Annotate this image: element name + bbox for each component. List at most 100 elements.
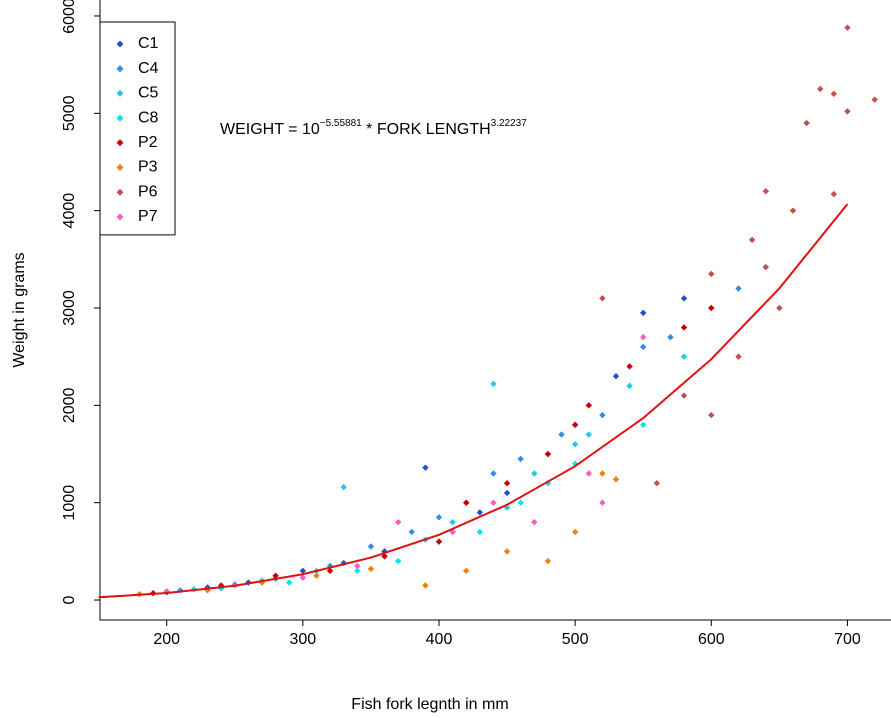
point	[313, 572, 320, 579]
point	[517, 455, 524, 463]
legend-marker	[116, 139, 124, 147]
point	[422, 464, 429, 471]
point	[571, 460, 579, 467]
point	[394, 557, 402, 565]
point	[558, 431, 565, 438]
point	[367, 543, 375, 550]
point	[272, 572, 279, 579]
point	[531, 470, 538, 477]
point	[217, 582, 225, 589]
point	[476, 528, 484, 536]
x-axis-label: Fish fork legnth in mm	[351, 696, 508, 713]
y-tick-label: 5000	[61, 95, 78, 131]
legend-label: P3	[138, 159, 158, 176]
point	[381, 553, 388, 560]
legend-box	[99, 21, 176, 236]
point	[599, 295, 606, 302]
point	[354, 562, 361, 570]
point	[449, 518, 456, 526]
legend-label: P6	[138, 183, 158, 200]
x-tick-label: 400	[426, 631, 453, 648]
point	[490, 499, 497, 506]
point	[531, 518, 538, 526]
point	[585, 470, 592, 477]
legend-marker	[116, 114, 124, 122]
point	[640, 334, 647, 341]
point	[871, 96, 878, 103]
point	[612, 476, 620, 483]
point	[667, 334, 674, 341]
point	[435, 538, 443, 545]
point	[680, 295, 688, 302]
x-tick-label: 500	[562, 631, 589, 648]
point	[680, 324, 688, 331]
point	[844, 108, 851, 115]
y-tick-label: 0	[61, 595, 78, 604]
point	[626, 382, 633, 390]
point	[653, 480, 661, 487]
point	[422, 582, 429, 589]
point	[367, 565, 375, 573]
point	[830, 190, 838, 198]
y-tick-label: 6000	[61, 0, 78, 34]
legend-label: P7	[138, 208, 158, 225]
point	[844, 24, 851, 31]
legend-label: C5	[138, 85, 159, 102]
point	[585, 402, 592, 409]
point	[476, 509, 484, 516]
point	[354, 567, 361, 575]
equation-exponent: 3.22237	[491, 118, 528, 129]
legend-marker	[116, 89, 124, 97]
point	[585, 431, 592, 438]
equation-exponent: −5.55881	[320, 118, 362, 129]
point	[599, 470, 606, 477]
point	[299, 574, 307, 581]
point	[708, 304, 715, 312]
y-tick-label: 1000	[61, 485, 78, 521]
legend-label: P2	[138, 134, 158, 151]
point	[286, 579, 293, 586]
point	[599, 499, 606, 506]
point	[394, 518, 402, 526]
legend-marker	[116, 40, 124, 48]
point	[571, 441, 579, 448]
point	[326, 567, 334, 575]
point	[326, 562, 334, 570]
point	[408, 528, 415, 536]
point	[612, 372, 620, 380]
y-tick-label: 3000	[61, 290, 78, 326]
point	[517, 499, 524, 506]
point	[735, 285, 742, 292]
point	[762, 263, 769, 271]
x-tick-label: 700	[834, 631, 861, 648]
point	[463, 499, 470, 506]
legend-label: C8	[138, 109, 159, 126]
y-tick-label: 4000	[61, 193, 78, 229]
point	[299, 567, 307, 575]
point	[817, 85, 824, 93]
legend-label: C1	[138, 35, 159, 52]
legend-marker	[116, 188, 124, 196]
point	[503, 548, 511, 555]
point	[544, 557, 552, 565]
x-tick-label: 600	[698, 631, 725, 648]
equation-text: WEIGHT = 10	[220, 121, 320, 138]
point	[571, 528, 579, 536]
equation-text: * FORK LENGTH	[362, 121, 491, 138]
point	[435, 514, 443, 521]
point	[830, 90, 838, 98]
x-tick-label: 200	[153, 631, 180, 648]
point	[490, 470, 497, 477]
point	[680, 353, 688, 360]
point	[680, 392, 688, 399]
point	[640, 309, 647, 317]
point	[544, 450, 552, 458]
y-tick-label: 2000	[61, 387, 78, 423]
point	[789, 207, 797, 214]
point	[708, 411, 715, 419]
point	[626, 363, 633, 370]
point	[708, 270, 715, 278]
y-axis-label: Weight in grams	[11, 252, 28, 367]
point	[640, 343, 647, 351]
